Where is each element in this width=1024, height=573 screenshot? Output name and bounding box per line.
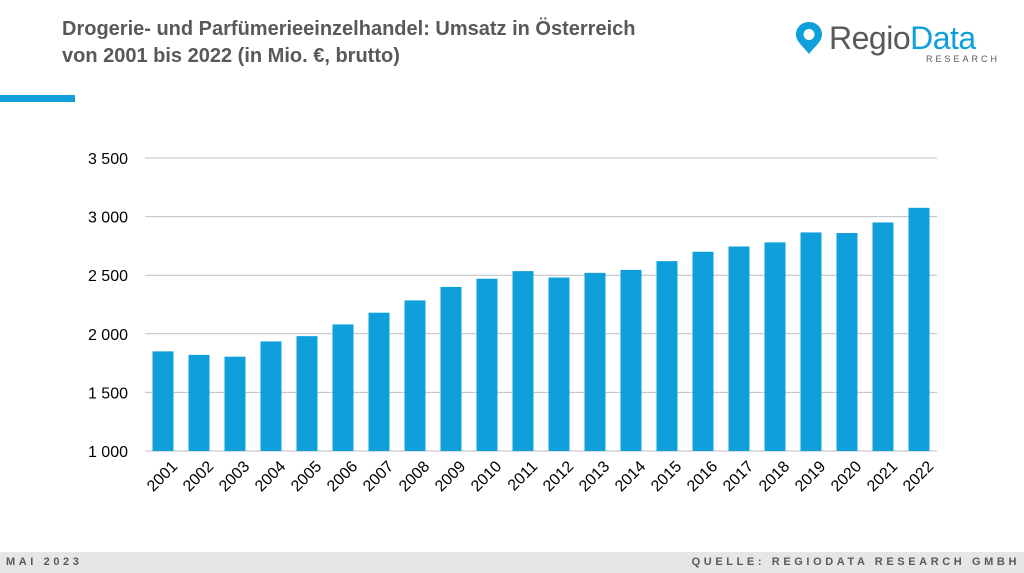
- logo-subtitle: RESEARCH: [925, 54, 1000, 64]
- bar-2008: [404, 300, 426, 451]
- accent-bar: [0, 95, 75, 102]
- y-tick-label: 1 000: [88, 444, 128, 461]
- bar-2022: [908, 207, 930, 451]
- y-tick-label: 2 500: [88, 268, 128, 285]
- x-tick-label: 2003: [216, 458, 253, 495]
- footer-source: QUELLE: REGIODATA RESEARCH GMBH: [691, 556, 1020, 568]
- bar-2021: [872, 222, 894, 451]
- bar-2011: [512, 271, 534, 451]
- bar-2016: [692, 251, 714, 451]
- regiodata-logo: RegioData RESEARCH: [795, 18, 1005, 68]
- bar-2001: [152, 351, 174, 451]
- x-tick-label: 2004: [252, 458, 289, 495]
- bar-2020: [836, 233, 858, 451]
- y-tick-label: 3 000: [88, 210, 128, 227]
- title-line-1: Drogerie- und Parfümerieeinzelhandel: Um…: [62, 18, 636, 40]
- bar-2014: [620, 269, 642, 451]
- y-tick-label: 3 500: [88, 151, 128, 168]
- x-tick-label: 2005: [288, 458, 325, 495]
- x-tick-label: 2016: [684, 458, 721, 495]
- bar-2004: [260, 341, 282, 451]
- bar-2015: [656, 261, 678, 451]
- x-axis-tick-labels: 2001200220032004200520062007200820092010…: [144, 458, 937, 495]
- bar-2003: [224, 356, 246, 451]
- x-tick-label: 2017: [720, 458, 757, 495]
- bar-2010: [476, 278, 498, 451]
- x-tick-label: 2013: [576, 458, 613, 495]
- x-tick-label: 2009: [432, 458, 469, 495]
- logo-wordmark: RegioData: [829, 18, 976, 58]
- x-tick-label: 2014: [612, 458, 649, 495]
- logo-regio: Regio: [829, 20, 911, 56]
- x-tick-label: 2001: [144, 458, 181, 495]
- bar-2005: [296, 336, 318, 451]
- x-tick-label: 2002: [180, 458, 217, 495]
- bar-2018: [764, 242, 786, 451]
- bar-2007: [368, 312, 390, 451]
- x-tick-label: 2006: [324, 458, 361, 495]
- x-tick-label: 2022: [900, 458, 937, 495]
- x-tick-label: 2008: [396, 458, 433, 495]
- bar-2009: [440, 286, 462, 451]
- location-pin-icon: [796, 22, 822, 54]
- x-tick-label: 2019: [792, 458, 829, 495]
- bar-2012: [548, 277, 570, 451]
- logo-data: Data: [910, 20, 976, 56]
- bar-2002: [188, 354, 210, 451]
- x-tick-label: 2012: [540, 458, 577, 495]
- x-tick-label: 2011: [505, 458, 541, 494]
- x-tick-label: 2015: [648, 458, 685, 495]
- bar-2013: [584, 272, 606, 451]
- footer-date: MAI 2023: [6, 556, 83, 568]
- y-tick-label: 2 000: [88, 327, 128, 344]
- bar-2019: [800, 232, 822, 451]
- y-tick-label: 1 500: [88, 385, 128, 402]
- x-tick-label: 2018: [756, 458, 793, 495]
- x-tick-label: 2021: [864, 458, 901, 495]
- bar-2006: [332, 324, 354, 451]
- chart-title: Drogerie- und Parfümerieeinzelhandel: Um…: [62, 16, 762, 70]
- x-tick-label: 2020: [828, 458, 865, 495]
- footer-bar: MAI 2023 QUELLE: REGIODATA RESEARCH GMBH: [0, 552, 1024, 573]
- y-axis-tick-labels: 1 000 1 500 2 000 2 500 3 000 3 500: [88, 151, 128, 461]
- x-tick-label: 2007: [360, 458, 397, 495]
- bars: [152, 207, 930, 451]
- title-line-2: von 2001 bis 2022 (in Mio. €, brutto): [62, 45, 400, 67]
- bar-2017: [728, 246, 750, 451]
- x-tick-label: 2010: [468, 458, 505, 495]
